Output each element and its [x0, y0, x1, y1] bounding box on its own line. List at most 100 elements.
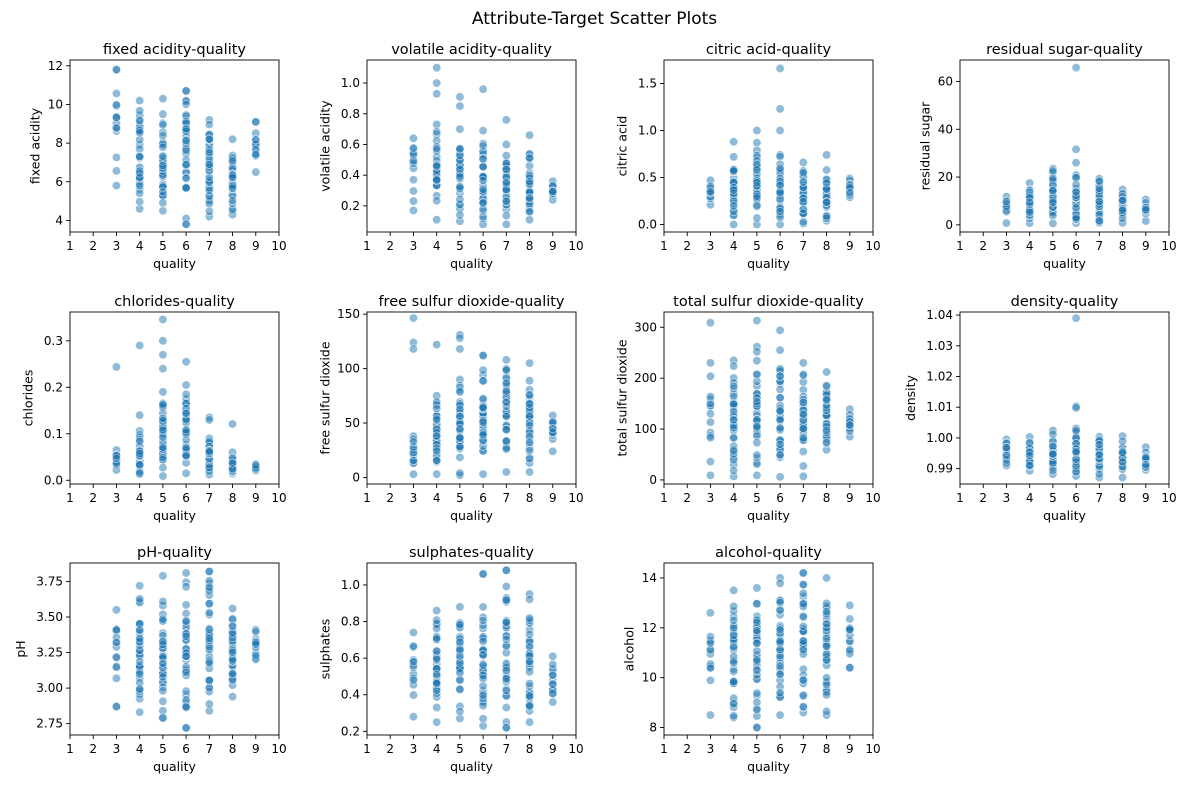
x-tick-label: 10 — [865, 742, 880, 756]
data-point — [705, 710, 715, 720]
data-point-outlier — [158, 713, 168, 723]
data-point — [228, 692, 238, 702]
data-point — [775, 406, 785, 416]
data-point — [752, 638, 762, 648]
data-point — [798, 645, 808, 655]
data-point — [752, 450, 762, 460]
data-point — [798, 423, 808, 433]
data-point — [548, 670, 558, 680]
y-tick-label: 0.0 — [44, 473, 63, 487]
x-axis-label: quality — [450, 759, 493, 774]
data-point — [1094, 176, 1104, 186]
data-point — [525, 411, 535, 421]
data-point — [455, 468, 465, 478]
data-point — [1048, 186, 1058, 196]
data-point — [111, 662, 121, 672]
data-point — [729, 677, 739, 687]
data-point — [135, 657, 145, 667]
data-point — [158, 387, 168, 397]
x-tick-label: 7 — [503, 742, 511, 756]
data-point — [822, 633, 832, 643]
data-point — [408, 186, 418, 196]
data-point — [111, 100, 121, 110]
data-point — [822, 619, 832, 629]
data-point — [181, 124, 191, 134]
data-point — [525, 613, 535, 623]
data-point — [228, 156, 238, 166]
data-point — [158, 131, 168, 141]
x-tick-label: 4 — [136, 239, 144, 253]
y-axis-label: density — [903, 374, 918, 420]
data-point-outlier — [1048, 166, 1058, 176]
x-tick-label: 3 — [707, 742, 715, 756]
data-point-outlier — [181, 723, 191, 733]
data-point — [478, 141, 488, 151]
data-point — [478, 154, 488, 164]
data-point — [822, 425, 832, 435]
data-point — [525, 467, 535, 477]
data-point — [501, 581, 511, 591]
data-point — [729, 381, 739, 391]
x-tick-label: 9 — [549, 742, 557, 756]
scatter-points — [408, 565, 558, 733]
data-point — [501, 397, 511, 407]
x-tick-label: 2 — [386, 742, 394, 756]
x-tick-label: 5 — [159, 491, 167, 505]
data-point-outlier — [729, 137, 739, 147]
data-point — [181, 568, 191, 578]
data-point — [181, 616, 191, 626]
data-point-outlier — [501, 723, 511, 733]
scatter-points — [705, 316, 855, 482]
data-point — [158, 151, 168, 161]
data-point — [548, 424, 558, 434]
data-point — [408, 175, 418, 185]
data-point — [705, 358, 715, 368]
data-point — [181, 99, 191, 109]
data-point — [501, 412, 511, 422]
data-point — [525, 679, 535, 689]
data-point — [752, 583, 762, 593]
data-point — [455, 210, 465, 220]
data-point — [228, 603, 238, 613]
y-tick-label: 0 — [945, 218, 953, 232]
data-point — [204, 185, 214, 195]
data-point — [251, 639, 261, 649]
data-point — [1071, 212, 1081, 222]
y-tick-label: 20 — [938, 170, 953, 184]
data-point — [478, 636, 488, 646]
data-point — [729, 415, 739, 425]
data-point — [135, 594, 145, 604]
x-axis-label: quality — [153, 759, 196, 774]
data-point-outlier — [525, 130, 535, 140]
data-point — [729, 666, 739, 676]
x-tick-label: 6 — [479, 491, 487, 505]
x-tick-label: 3 — [113, 742, 121, 756]
data-point — [1094, 449, 1104, 459]
data-point — [525, 629, 535, 639]
x-axis-label: quality — [747, 508, 790, 523]
subplot-9: pH-quality 1 2 3 4 5 6 7 8 9 10 2.75 3.00 3.25 3.50 3.7… — [13, 545, 286, 774]
data-point — [181, 468, 191, 478]
x-tick-label: 10 — [568, 742, 583, 756]
x-tick-label: 2 — [89, 742, 97, 756]
data-point-outlier — [752, 723, 762, 733]
scatter-points — [1001, 313, 1151, 483]
data-point — [752, 626, 762, 636]
data-point — [525, 207, 535, 217]
data-point — [181, 380, 191, 390]
data-point — [158, 463, 168, 473]
data-point — [1025, 207, 1035, 217]
data-point-outlier — [204, 415, 214, 425]
scatter-points — [111, 65, 261, 229]
x-tick-label: 6 — [1072, 239, 1080, 253]
y-tick-label: 100 — [337, 362, 360, 376]
data-point — [1001, 450, 1011, 460]
y-tick-label: 0.3 — [44, 334, 63, 348]
data-point — [228, 172, 238, 182]
x-tick-label: 6 — [776, 491, 784, 505]
x-tick-label: 2 — [386, 239, 394, 253]
data-point — [135, 168, 145, 178]
subplot-3: citric acid-quality 1 2 3 4 5 6 7 8 9 10 0.0 0.5 1.0 1… — [614, 42, 880, 271]
data-point — [158, 109, 168, 119]
data-point — [1001, 458, 1011, 468]
